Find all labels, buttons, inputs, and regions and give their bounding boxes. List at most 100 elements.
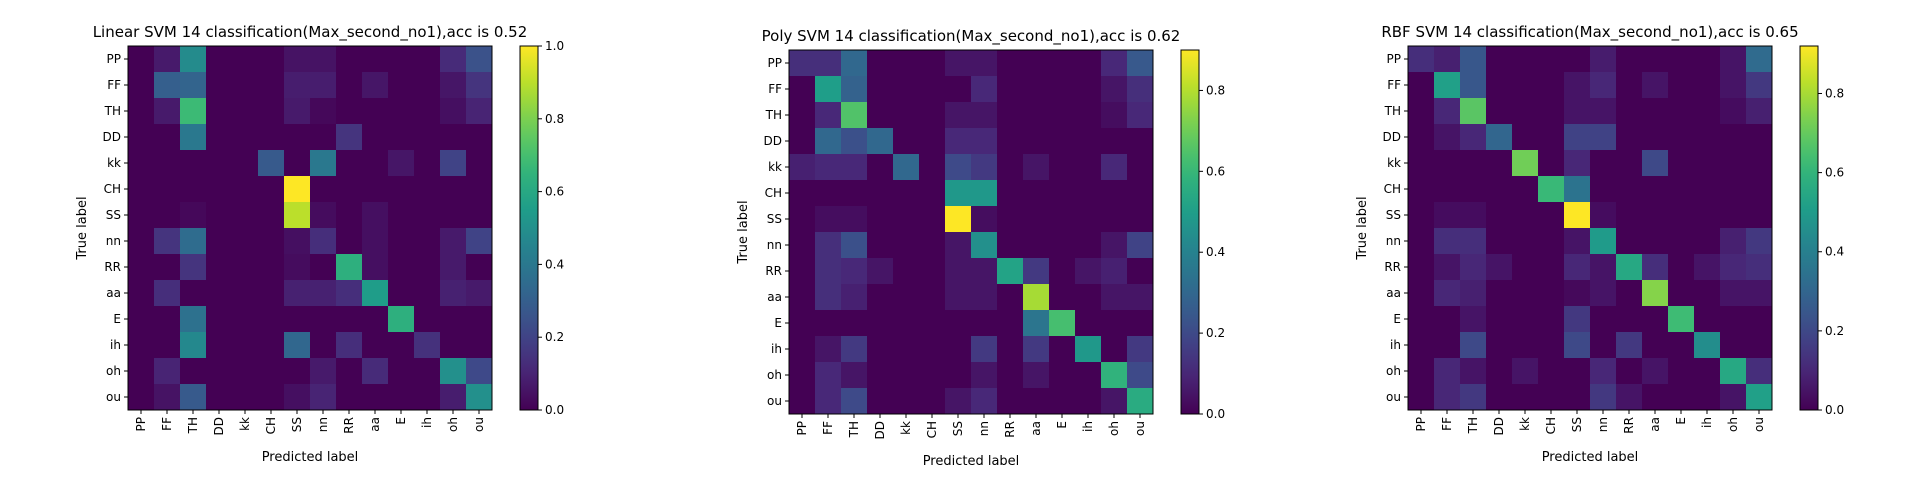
- heatmap-cell: [258, 98, 285, 125]
- heatmap-cell: [893, 128, 920, 155]
- heatmap-cell: [206, 72, 233, 99]
- heatmap-cell: [945, 128, 972, 155]
- heatmap-cell: [232, 46, 259, 73]
- heatmap-cell: [1720, 254, 1747, 281]
- heatmap-cell: [971, 284, 998, 311]
- heatmap-cell: [815, 310, 842, 337]
- heatmap-cell: [1590, 358, 1617, 385]
- heatmap-cell: [414, 306, 441, 333]
- heatmap-cell: [1512, 228, 1539, 255]
- heatmap-cell: [1538, 280, 1565, 307]
- heatmap-cell: [867, 180, 894, 207]
- heatmap-cell: [1616, 202, 1643, 229]
- heatmap-cell: [1668, 332, 1695, 359]
- heatmap-cell: [154, 176, 181, 203]
- colorbar-tick-label: 1.0: [545, 39, 564, 53]
- heatmap-cell: [1486, 176, 1513, 203]
- heatmap-cell: [1023, 336, 1050, 363]
- heatmap-cell: [1564, 150, 1591, 177]
- y-tick-label: FF: [1387, 78, 1401, 92]
- heatmap-cell: [841, 206, 868, 233]
- heatmap-cell: [1590, 202, 1617, 229]
- heatmap-cell: [310, 176, 337, 203]
- heatmap-cell: [206, 46, 233, 73]
- heatmap-cell: [815, 206, 842, 233]
- heatmap-cell: [1642, 254, 1669, 281]
- heatmap-cell: [284, 176, 311, 203]
- heatmap-cell: [232, 384, 259, 411]
- plot-frame: [788, 49, 1154, 415]
- heatmap-cell: [1434, 358, 1461, 385]
- heatmap-cell: [414, 72, 441, 99]
- heatmap-cell: [1746, 124, 1773, 151]
- heatmap-cell: [1408, 46, 1435, 73]
- heatmap-cell: [1694, 202, 1721, 229]
- heatmap-cell: [1075, 284, 1102, 311]
- confusion-matrix-panel-1: Linear SVM 14 classification(Max_second_…: [75, 23, 564, 465]
- heatmap-cell: [388, 280, 415, 307]
- x-tick-label: nn: [1596, 417, 1610, 432]
- colorbar-tick-label: 0.2: [545, 330, 564, 344]
- heatmap-cell: [1616, 306, 1643, 333]
- chart-title: Poly SVM 14 classification(Max_second_no…: [762, 27, 1181, 46]
- heatmap-cell: [1538, 98, 1565, 125]
- heatmap-cell: [414, 150, 441, 177]
- heatmap-cell: [893, 310, 920, 337]
- heatmap-cell: [893, 206, 920, 233]
- heatmap-cell: [258, 124, 285, 151]
- heatmap-cell: [789, 50, 816, 77]
- x-tick-label: ih: [1081, 421, 1095, 432]
- heatmap-cell: [1668, 254, 1695, 281]
- heatmap-cell: [815, 388, 842, 415]
- heatmap-cell: [336, 254, 363, 281]
- heatmap-cell: [1075, 258, 1102, 285]
- heatmap-cell: [1023, 388, 1050, 415]
- heatmap-cell: [414, 176, 441, 203]
- heatmap-cell: [789, 180, 816, 207]
- y-tick-label: ou: [767, 394, 782, 408]
- heatmap-cell: [1668, 150, 1695, 177]
- heatmap-cell: [310, 124, 337, 151]
- heatmap-cell: [867, 128, 894, 155]
- confusion-matrix-panel-3: RBF SVM 14 classification(Max_second_no1…: [1355, 23, 1844, 465]
- heatmap-cell: [1434, 384, 1461, 411]
- heatmap-cell: [1101, 50, 1128, 77]
- x-tick-label: aa: [368, 417, 382, 432]
- heatmap-cell: [867, 154, 894, 181]
- heatmap-cell: [258, 332, 285, 359]
- y-tick-label: kk: [107, 156, 121, 170]
- heatmap-cell: [362, 72, 389, 99]
- heatmap-cell: [1434, 306, 1461, 333]
- heatmap-cell: [1486, 384, 1513, 411]
- heatmap-cell: [440, 280, 467, 307]
- y-tick-label: ou: [1386, 390, 1401, 404]
- heatmap-cell: [841, 258, 868, 285]
- x-tick-label: CH: [925, 421, 939, 438]
- heatmap-cell: [919, 284, 946, 311]
- heatmap-cell: [1616, 46, 1643, 73]
- heatmap-cell: [1538, 46, 1565, 73]
- heatmap-cell: [1512, 176, 1539, 203]
- heatmap-cell: [388, 228, 415, 255]
- heatmap-cell: [1694, 384, 1721, 411]
- chart-title: Linear SVM 14 classification(Max_second_…: [93, 23, 528, 42]
- heatmap-cell: [1668, 358, 1695, 385]
- y-tick-label: E: [774, 316, 782, 330]
- heatmap-cell: [466, 384, 493, 411]
- y-tick-label: nn: [106, 234, 121, 248]
- heatmap-cell: [466, 228, 493, 255]
- heatmap-cell: [336, 384, 363, 411]
- heatmap-cell: [1101, 258, 1128, 285]
- heatmap-cell: [336, 358, 363, 385]
- heatmap-cell: [1616, 176, 1643, 203]
- heatmap-cell: [362, 124, 389, 151]
- heatmap-cell: [1694, 150, 1721, 177]
- heatmap-cell: [284, 46, 311, 73]
- heatmap-cell: [1668, 280, 1695, 307]
- heatmap-cell: [1616, 98, 1643, 125]
- heatmap-cell: [206, 202, 233, 229]
- x-tick-label: kk: [899, 421, 913, 435]
- heatmap-cell: [841, 362, 868, 389]
- y-tick-label: E: [113, 312, 121, 326]
- heatmap-cell: [997, 206, 1024, 233]
